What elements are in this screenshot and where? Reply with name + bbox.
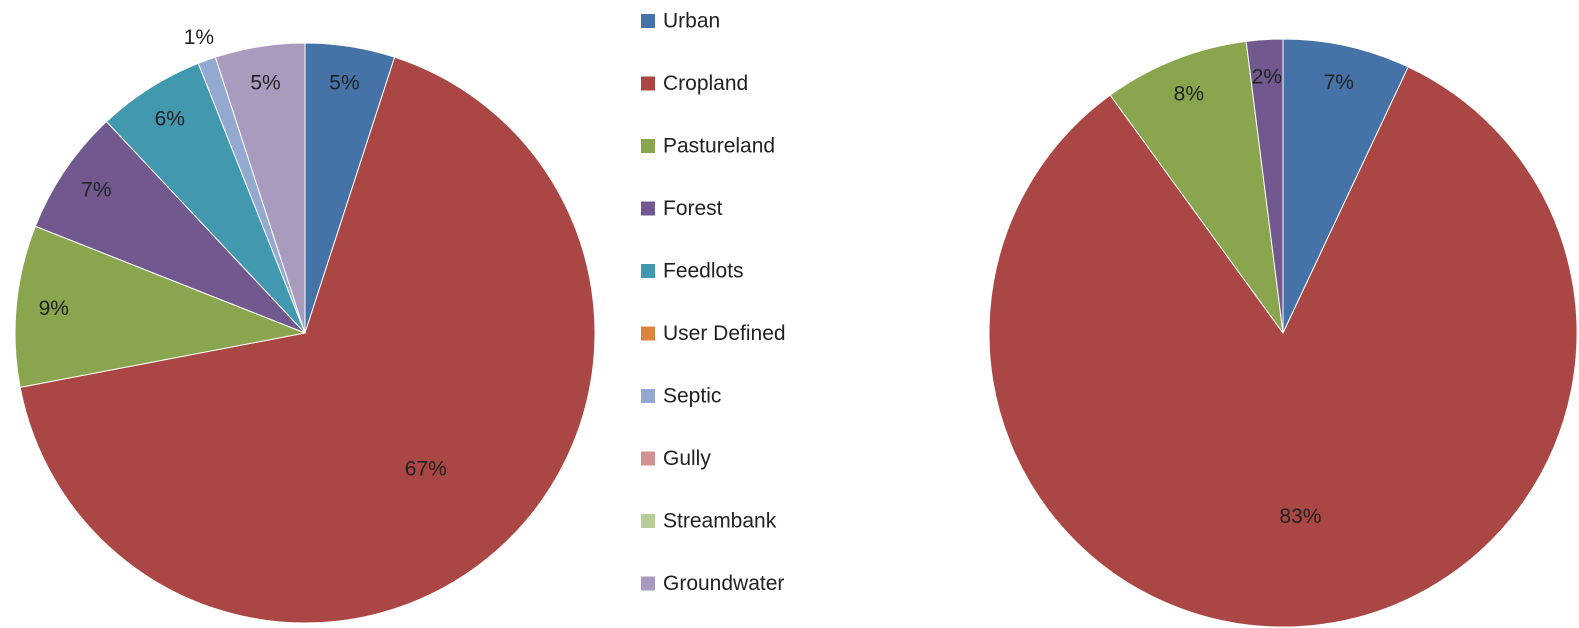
legend-label: Groundwater [663, 572, 784, 595]
data-label: 6% [155, 108, 185, 131]
data-label: 2% [1252, 65, 1282, 88]
legend-swatch [641, 139, 655, 153]
legend-label: Gully [663, 447, 711, 470]
pie-slice [1109, 40, 1284, 334]
legend-label: Feedlots [663, 260, 744, 283]
legend-label: Streambank [663, 510, 777, 533]
pie-slice [988, 66, 1578, 628]
data-label: 9% [39, 297, 69, 320]
pie-slice [214, 42, 306, 334]
legend-label: Septic [663, 385, 721, 408]
legend-swatch [641, 451, 655, 466]
legend-swatch [641, 76, 655, 91]
data-label: 1% [184, 26, 214, 49]
legend-swatch [641, 264, 655, 278]
data-label: 5% [329, 71, 359, 94]
legend-label: Cropland [663, 72, 748, 95]
legend-label: Pastureland [663, 135, 775, 158]
data-label: 83% [1279, 505, 1321, 528]
pie-slice [1245, 38, 1284, 334]
legend-label: User Defined [663, 322, 786, 345]
data-label: 7% [81, 179, 111, 202]
data-label: 8% [1174, 83, 1204, 106]
legend-label: Forest [663, 197, 723, 220]
legend-label: Urban [663, 10, 720, 33]
legend-swatch [641, 326, 655, 341]
data-label: 67% [405, 458, 447, 481]
data-label: 7% [1324, 71, 1354, 94]
pie-slice [14, 225, 307, 388]
legend-swatch [641, 14, 655, 28]
data-label: 5% [250, 71, 280, 94]
pie-slice [34, 120, 306, 334]
pie-slice [1282, 38, 1409, 334]
legend-swatch [641, 576, 655, 591]
legend-swatch [641, 514, 655, 528]
legend-swatch [641, 389, 655, 403]
legend-swatch [641, 201, 655, 216]
pie-slice [19, 56, 596, 624]
